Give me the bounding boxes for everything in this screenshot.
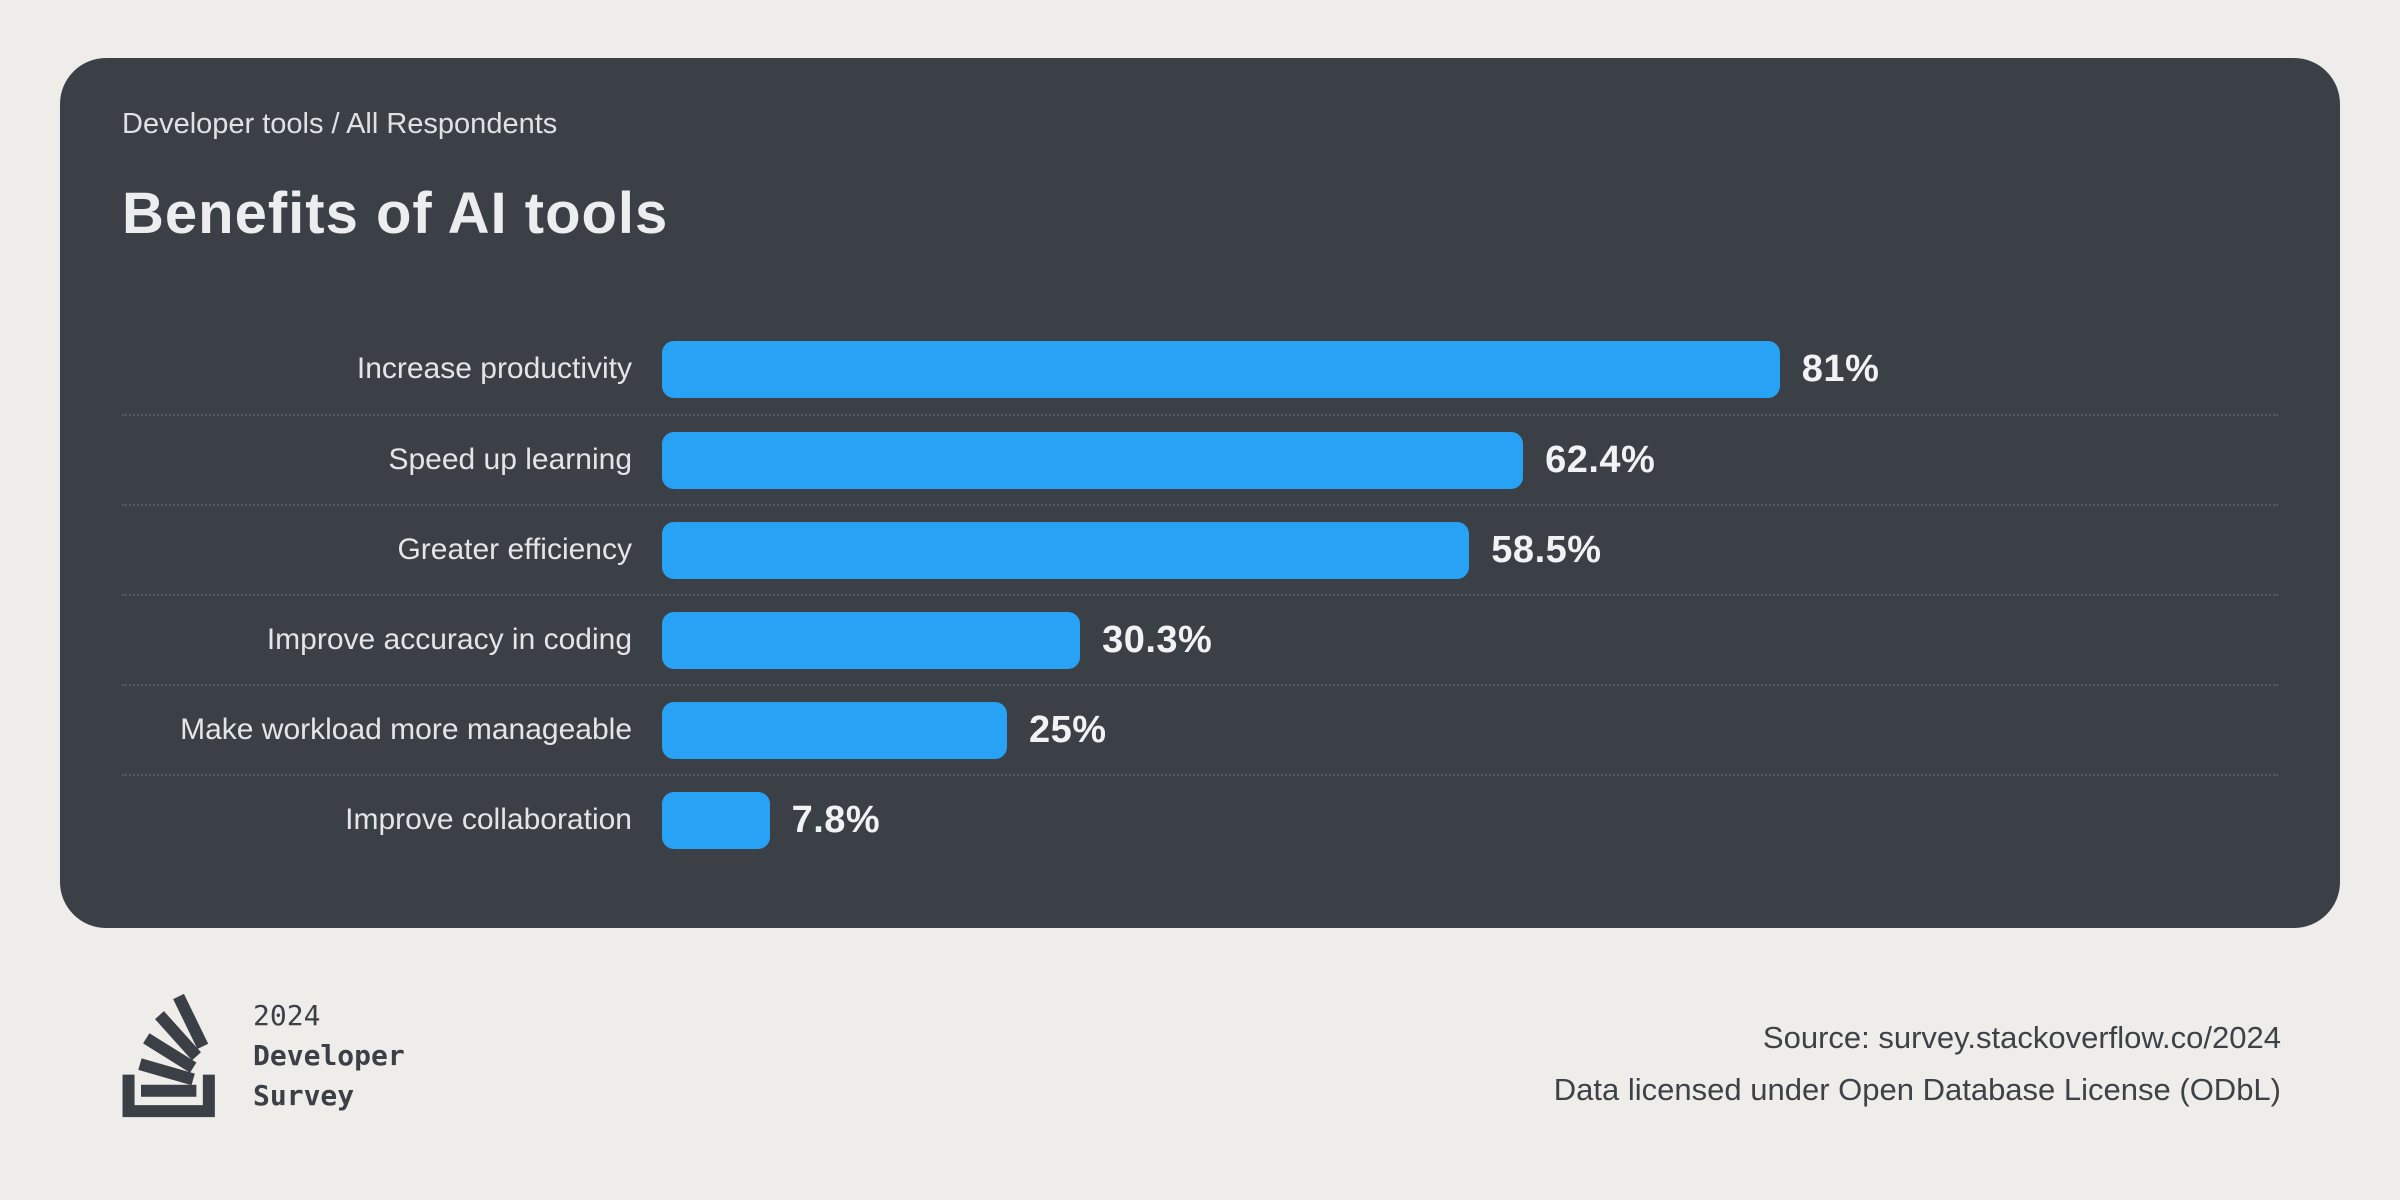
- value-bar: [662, 701, 1007, 759]
- chart-title: Benefits of AI tools: [122, 181, 669, 246]
- value-bar: [662, 791, 770, 849]
- category-label: Increase productivity: [356, 352, 632, 385]
- value-bar: [662, 611, 1081, 669]
- chart-subtitle: Developer tools / All Respondents: [122, 108, 558, 140]
- chart-row: Increase productivity 81%: [122, 324, 2278, 414]
- chart-rows: Increase productivity 81% Speed up learn…: [122, 324, 2278, 864]
- bar-area: 25%: [662, 701, 2278, 759]
- bar-area: 7.8%: [662, 791, 2278, 849]
- category-label: Make workload more manageable: [180, 713, 632, 746]
- source-line-1: Source: survey.stackoverflow.co/2024: [1762, 1020, 2281, 1055]
- chart-row: Speed up learning 62.4%: [122, 414, 2278, 504]
- value-bar: [662, 340, 1780, 398]
- category-label: Speed up learning: [388, 443, 632, 476]
- stackoverflow-logo: 2024 Developer Survey: [119, 986, 405, 1123]
- category-label: Greater efficiency: [397, 533, 632, 566]
- value-bar: [662, 431, 1524, 489]
- chart-row: Improve accuracy in coding 30.3%: [122, 594, 2278, 684]
- bar-area: 30.3%: [662, 611, 2278, 669]
- bar-area: 81%: [662, 340, 2278, 398]
- value-label: 58.5%: [1491, 528, 1602, 571]
- category-label: Improve accuracy in coding: [266, 623, 632, 656]
- category-label: Improve collaboration: [345, 803, 632, 836]
- logo-line-survey: Survey: [253, 1079, 355, 1112]
- bar-area: 62.4%: [662, 431, 2278, 489]
- value-label: 30.3%: [1102, 618, 1213, 661]
- logo-year: 2024: [253, 999, 321, 1032]
- logo-line-developer: Developer: [253, 1039, 405, 1072]
- logo-text: 2024 Developer Survey: [253, 996, 405, 1116]
- value-bar: [662, 521, 1470, 579]
- value-label: 25%: [1029, 708, 1107, 751]
- chart-row: Make workload more manageable 25%: [122, 684, 2278, 774]
- value-label: 62.4%: [1545, 438, 1656, 481]
- source-text: Source: survey.stackoverflow.co/2024 Dat…: [1554, 1012, 2281, 1116]
- value-label: 7.8%: [791, 798, 881, 841]
- chart-row: Greater efficiency 58.5%: [122, 504, 2278, 594]
- bar-area: 58.5%: [662, 521, 2278, 579]
- chart-row: Improve collaboration 7.8%: [122, 774, 2278, 864]
- source-line-2: Data licensed under Open Database Licens…: [1553, 1072, 2281, 1107]
- stackoverflow-icon: [119, 986, 223, 1123]
- chart-card: Developer tools / All Respondents Benefi…: [60, 58, 2340, 928]
- value-label: 81%: [1801, 347, 1880, 390]
